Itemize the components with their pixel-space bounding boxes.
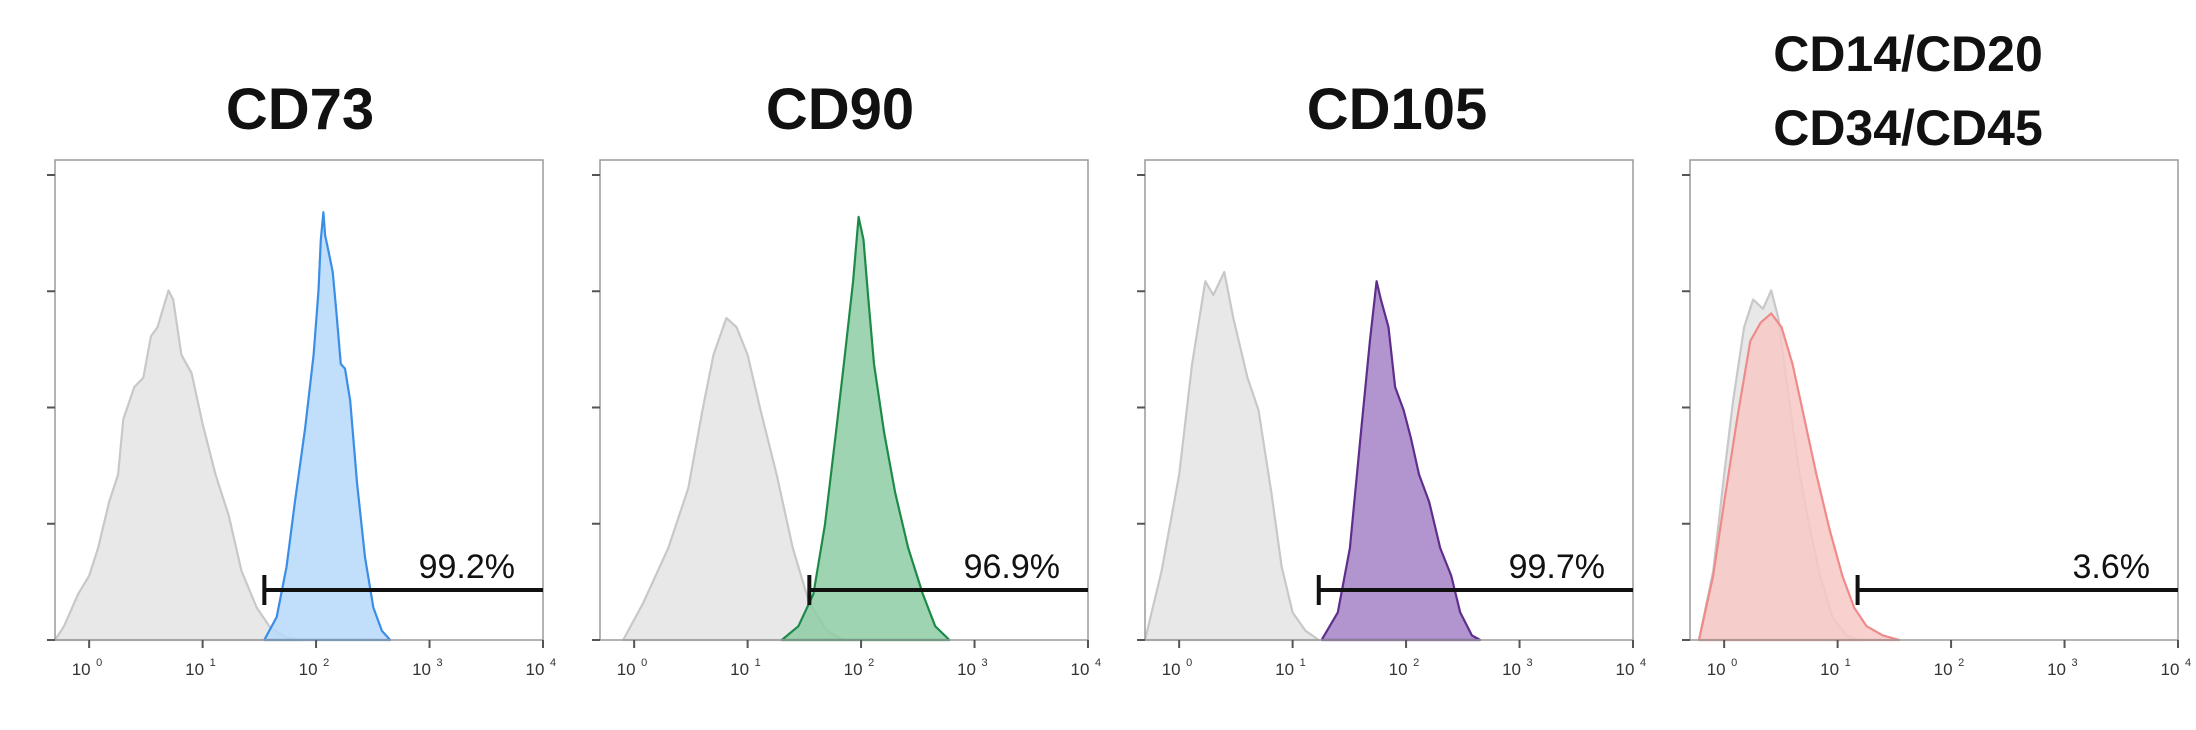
panel-title-line-2: CD34/CD45 (1773, 100, 2043, 156)
x-tick-exponent: 4 (550, 657, 556, 669)
gate-percentage: 3.6% (2073, 548, 2151, 586)
panel-title-cd90: CD90 (765, 77, 915, 142)
x-tick-exponent: 0 (1731, 657, 1737, 669)
x-tick-label: 10 (2161, 660, 2180, 679)
histogram-panel-cd105: 10 0 10 1 10 2 10 3 10 4 99.7% (1137, 159, 1646, 679)
x-tick-exponent: 3 (982, 657, 988, 669)
x-tick-exponent: 4 (1640, 657, 1646, 669)
x-tick-label: 10 (1502, 660, 1521, 679)
x-tick-exponent: 1 (1300, 657, 1306, 669)
x-tick-label: 10 (1389, 660, 1408, 679)
histogram-panel-cd14-cd20-cd34-cd45: 10 0 10 1 10 2 10 3 10 4 3.6% (1682, 159, 2191, 679)
x-tick-label: 10 (1275, 660, 1294, 679)
x-tick-exponent: 3 (437, 657, 443, 669)
x-tick-exponent: 3 (1527, 657, 1533, 669)
x-tick-label: 10 (730, 660, 749, 679)
x-tick-exponent: 2 (323, 657, 329, 669)
marker-histogram (1697, 312, 1901, 642)
x-tick-exponent: 4 (1095, 657, 1101, 669)
x-tick-exponent: 1 (210, 657, 216, 669)
gate-percentage: 99.7% (1509, 548, 1605, 586)
x-tick-label: 10 (1162, 660, 1181, 679)
x-tick-label: 10 (617, 660, 636, 679)
marker-histogram (1320, 280, 1482, 642)
x-tick-exponent: 2 (868, 657, 874, 669)
x-tick-label: 10 (1707, 660, 1726, 679)
gate-percentage: 99.2% (419, 548, 515, 586)
gate-percentage: 96.9% (964, 548, 1060, 586)
x-tick-exponent: 4 (2185, 657, 2191, 669)
x-tick-exponent: 1 (755, 657, 761, 669)
x-tick-label: 10 (844, 660, 863, 679)
x-tick-exponent: 2 (1413, 657, 1419, 669)
histogram-panel-cd90: 10 0 10 1 10 2 10 3 10 4 96.9% (592, 159, 1101, 679)
x-tick-exponent: 2 (1958, 657, 1964, 669)
x-tick-label: 10 (72, 660, 91, 679)
marker-histogram (263, 211, 392, 642)
x-tick-label: 10 (1616, 660, 1635, 679)
panel-title-cd105: CD105 (1306, 77, 1488, 142)
x-tick-label: 10 (2047, 660, 2066, 679)
x-tick-label: 10 (299, 660, 318, 679)
isotype-histogram (1143, 270, 1320, 642)
plot-frame (54, 159, 544, 641)
x-tick-label: 10 (1820, 660, 1839, 679)
x-tick-label: 10 (526, 660, 545, 679)
x-tick-exponent: 0 (1186, 657, 1192, 669)
plot-frame (599, 159, 1089, 641)
marker-histogram (780, 215, 951, 642)
x-tick-label: 10 (412, 660, 431, 679)
x-tick-exponent: 3 (2072, 657, 2078, 669)
x-tick-exponent: 0 (96, 657, 102, 669)
panel-title-cd73: CD73 (225, 77, 375, 142)
histogram-panel-cd73: 10 0 10 1 10 2 10 3 10 4 99.2% (47, 159, 556, 679)
x-tick-label: 10 (1934, 660, 1953, 679)
x-tick-exponent: 1 (1845, 657, 1851, 669)
isotype-histogram (53, 289, 300, 642)
x-tick-label: 10 (957, 660, 976, 679)
plot-frame (1689, 159, 2179, 641)
x-tick-exponent: 0 (641, 657, 647, 669)
x-tick-label: 10 (1071, 660, 1090, 679)
panel-title-line-1: CD14/CD20 (1773, 26, 2043, 82)
plot-frame (1144, 159, 1634, 641)
x-tick-label: 10 (185, 660, 204, 679)
